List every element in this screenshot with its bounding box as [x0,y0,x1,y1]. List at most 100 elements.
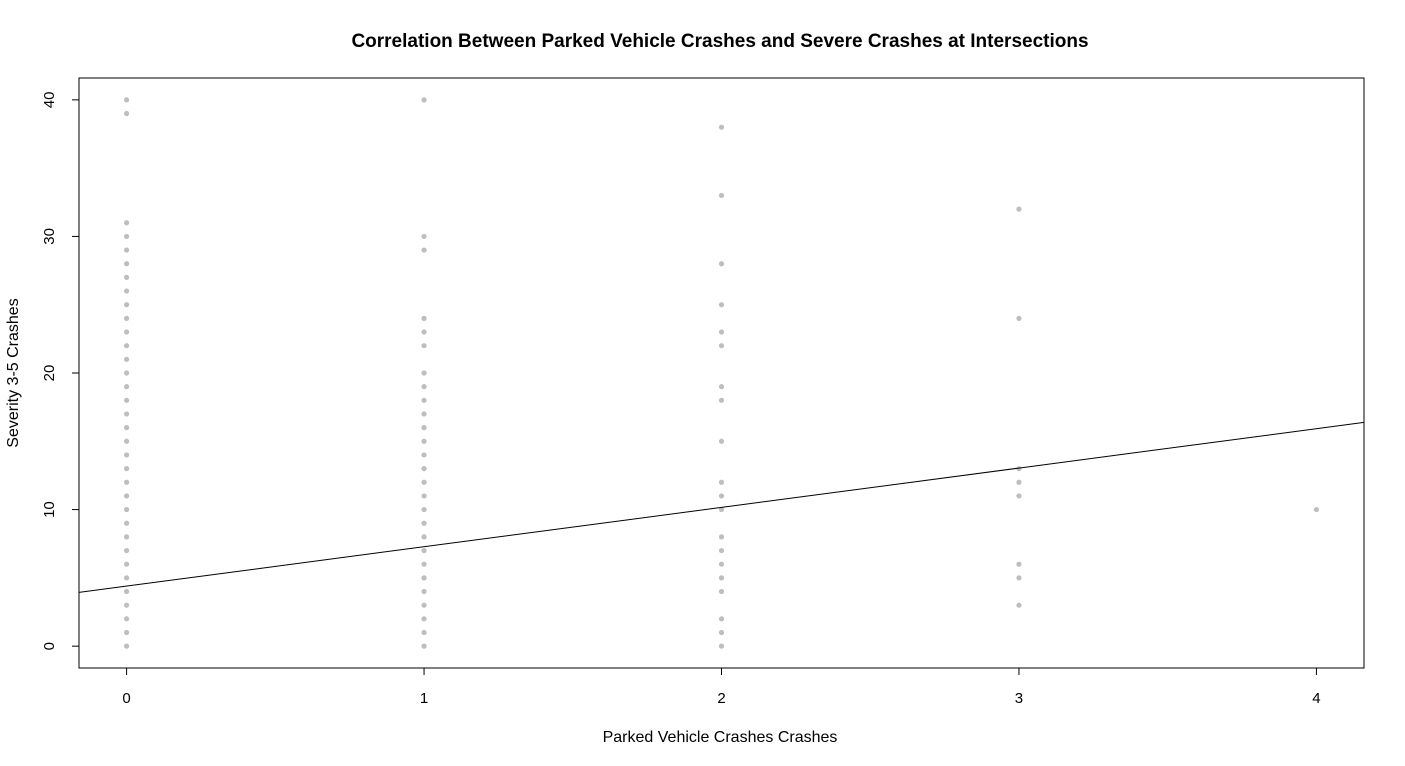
data-point [123,588,130,595]
data-point [421,520,427,526]
data-point [123,547,130,554]
data-point [1016,493,1022,499]
data-point [421,561,427,567]
data-point [718,575,725,581]
y-tick-label: 20 [41,365,58,382]
data-point [123,233,130,240]
data-point [1016,575,1022,581]
data-point [123,575,130,581]
data-point [123,220,130,226]
data-point [421,575,427,581]
data-point [123,274,130,280]
data-point [718,479,725,485]
x-tick-label: 4 [1312,690,1320,707]
data-point [123,520,130,526]
data-point [421,534,427,540]
data-point [718,588,725,595]
data-point [421,588,427,595]
data-point [718,438,725,444]
data-point [421,493,427,499]
data-point [123,97,130,103]
data-point [123,629,130,636]
data-point [421,629,427,636]
data-point [123,261,130,267]
data-point [421,315,427,321]
data-point [421,438,427,444]
x-tick-label: 3 [1015,690,1023,707]
data-point [123,384,130,390]
data-point [421,479,427,485]
data-point [718,629,725,636]
data-point [718,643,725,649]
y-axis-label: Severity 3-5 Crashes [5,298,22,447]
data-point [421,602,427,608]
data-point [718,261,725,267]
data-point [123,329,130,335]
data-point [123,302,130,308]
data-point [718,534,725,540]
data-point [123,643,130,649]
data-point [718,329,725,335]
data-point [421,616,427,622]
data-point [123,356,130,362]
data-point [421,466,427,472]
data-point [421,643,427,649]
data-point [1016,602,1022,608]
x-tick-label: 2 [717,690,725,707]
data-point [718,384,725,390]
data-point [421,411,427,417]
data-point [123,534,130,540]
data-point [123,397,130,403]
data-point [421,384,427,390]
data-point [123,493,130,499]
data-point [718,561,725,567]
data-point [421,397,427,403]
data-point [421,343,427,349]
data-point [123,479,130,485]
data-point [718,547,725,554]
data-point [421,425,427,431]
data-point [123,411,130,417]
data-point [123,425,130,431]
x-axis-label: Parked Vehicle Crashes Crashes [603,729,838,746]
data-point [123,315,130,321]
data-point [1016,315,1022,321]
data-point [421,97,427,103]
y-tick-label: 10 [41,501,58,518]
data-point [123,343,130,349]
data-point [421,370,427,376]
data-point [421,233,427,240]
data-point [123,370,130,376]
data-point [718,506,725,513]
y-tick-label: 40 [41,92,58,109]
data-point [123,561,130,567]
data-point [718,302,725,308]
y-tick-label: 0 [41,642,58,650]
data-point [1016,561,1022,567]
x-tick-label: 0 [122,690,130,707]
data-point [1016,479,1022,485]
data-point [421,506,427,513]
data-point [1313,506,1320,513]
data-point [123,247,130,253]
data-point [718,124,725,130]
data-point [123,452,130,458]
x-axis: 0 1 2 3 4 [122,667,1321,707]
data-point [421,452,427,458]
data-point [123,438,130,444]
data-point [718,343,725,349]
data-point [123,466,130,472]
data-point [421,329,427,335]
y-axis: 0 10 20 30 40 [41,92,80,650]
data-point [123,288,130,294]
data-point [718,616,725,622]
data-point [421,247,427,253]
data-point [421,547,427,554]
data-point [123,602,130,608]
y-tick-label: 30 [41,228,58,245]
data-point [123,616,130,622]
data-point [123,506,130,513]
chart-title: Correlation Between Parked Vehicle Crash… [351,31,1088,52]
regression-line [79,421,1364,593]
